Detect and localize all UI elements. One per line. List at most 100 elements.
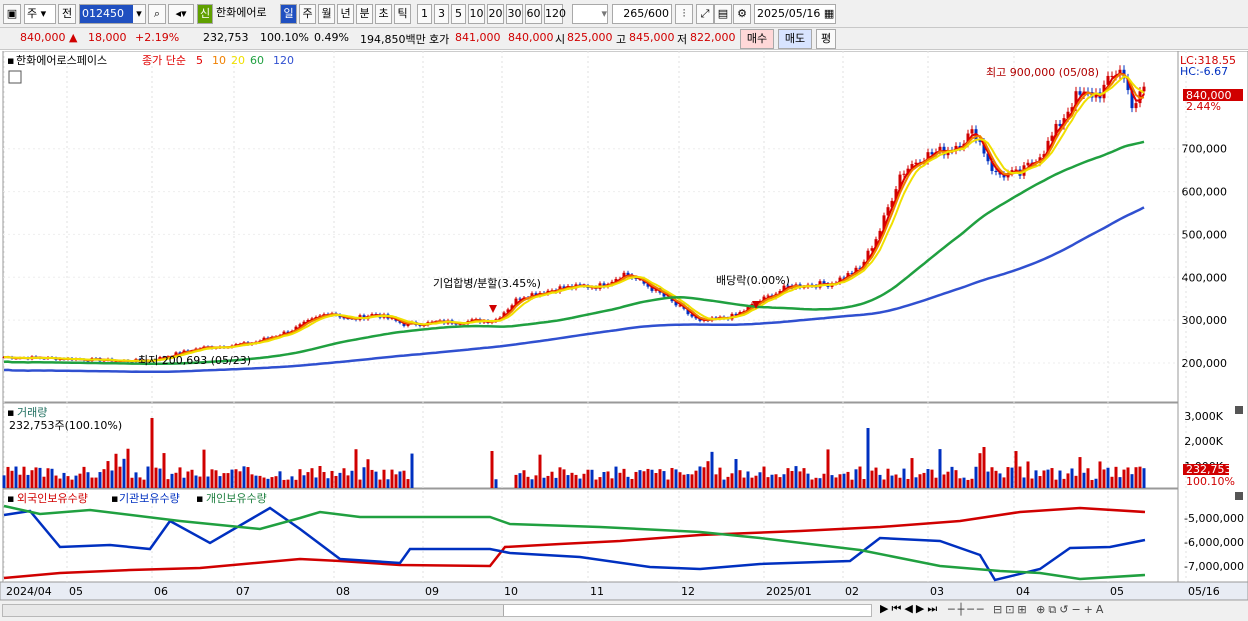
- volume-bar: [786, 468, 790, 488]
- periods-0[interactable]: 일: [280, 4, 297, 24]
- volume-bar: [390, 469, 394, 488]
- periods-6[interactable]: 틱: [394, 4, 411, 24]
- volume-bar: [90, 477, 94, 488]
- volume-bar: [958, 478, 962, 488]
- volume-bar: [914, 477, 918, 488]
- candle-body: [1026, 162, 1030, 166]
- stock-chart[interactable]: 700,000 600,000 500,000 400,000 300,000 200,0…: [0, 51, 1248, 600]
- volume-bar: [1142, 468, 1146, 488]
- volume-bar: [970, 478, 974, 488]
- buy-button[interactable]: 매수: [740, 29, 774, 49]
- minutes-3[interactable]: 10: [468, 4, 485, 24]
- last-icon[interactable]: ⏭: [927, 602, 941, 615]
- candle-body: [766, 295, 770, 297]
- volume-bar: [22, 466, 26, 488]
- eval-button[interactable]: 평: [816, 29, 836, 49]
- next-icon[interactable]: ▶: [915, 602, 928, 615]
- candle-body: [1058, 123, 1062, 126]
- volume-bar: [1010, 467, 1014, 488]
- calendar-icon[interactable]: ▦: [823, 7, 835, 20]
- volume-bar: [582, 473, 586, 488]
- institution-holdings-title: 기관보유수량: [119, 492, 180, 505]
- sell-button[interactable]: 매도: [778, 29, 812, 49]
- play-icon[interactable]: ▶: [880, 602, 892, 615]
- volume-bar: [790, 470, 794, 488]
- scroll-thumb[interactable]: [503, 605, 871, 616]
- periods-5[interactable]: 초: [375, 4, 392, 24]
- candle-body: [514, 298, 518, 306]
- candle-body: [674, 301, 678, 306]
- line-tool-icon[interactable]: ⤢: [696, 4, 714, 24]
- candle-body: [994, 171, 998, 173]
- volume-bar: [646, 468, 650, 488]
- minutes-1[interactable]: 3: [434, 4, 449, 24]
- minus-icon[interactable]: −: [1071, 603, 1084, 616]
- volume-bar: [626, 476, 630, 488]
- volume-bar: [650, 469, 654, 488]
- volume-bar: [378, 479, 382, 488]
- minutes-2[interactable]: 5: [451, 4, 466, 24]
- minutes-0[interactable]: 1: [417, 4, 432, 24]
- save-icon[interactable]: ▤: [714, 4, 732, 24]
- individual-holdings-title: 개인보유수량: [206, 492, 267, 505]
- up-arrow-icon: ▲: [69, 31, 78, 44]
- date-input[interactable]: 2025/05/16 ▦: [754, 4, 836, 24]
- volume-bar: [222, 473, 226, 488]
- minutes-5[interactable]: 30: [506, 4, 523, 24]
- volume-bar: [366, 459, 370, 488]
- candle-body: [650, 286, 654, 291]
- count-input[interactable]: 265/600: [612, 4, 672, 24]
- volume-bar: [146, 466, 150, 488]
- volume-bar: [590, 469, 594, 488]
- volume-bar: [846, 471, 850, 488]
- volume-bar: [618, 472, 622, 488]
- crosshair-icon[interactable]: ⊕: [1036, 603, 1049, 616]
- periods-3[interactable]: 년: [337, 4, 354, 24]
- volume-bar: [34, 467, 38, 488]
- copy-icon[interactable]: ⧉: [1048, 603, 1060, 616]
- volume-bar: [706, 461, 710, 488]
- periods-4[interactable]: 분: [356, 4, 373, 24]
- minutes-4[interactable]: 20: [487, 4, 504, 24]
- zoom-slider-icon[interactable]: ─┼──: [948, 603, 987, 616]
- adjust-button[interactable]: 전: [58, 4, 76, 24]
- sound-icon[interactable]: ◂▾: [168, 4, 194, 24]
- periods-2[interactable]: 월: [318, 4, 335, 24]
- split-icon[interactable]: ⊟⊡⊞: [993, 603, 1030, 616]
- volume-bar: [986, 471, 990, 488]
- foreign-holdings-title: 외국인보유수량: [17, 492, 88, 505]
- volume-bar: [762, 466, 766, 488]
- dropdown-icon[interactable]: ▾: [133, 5, 145, 23]
- candle-type-icon[interactable]: ⫶: [675, 4, 693, 24]
- periods-1[interactable]: 주: [299, 4, 316, 24]
- minute-select[interactable]: ▾: [572, 4, 608, 24]
- nav-buttons[interactable]: ▶⏮◀▶⏭: [880, 602, 940, 616]
- first-icon[interactable]: ⏮: [891, 602, 905, 615]
- volume-bar: [874, 467, 878, 488]
- zoom-tools[interactable]: ─┼── ⊟⊡⊞ ⊕⧉↺−+A: [948, 603, 1106, 617]
- candle-body: [870, 248, 874, 251]
- max-annotation: 최고 900,000 (05/08): [986, 66, 1099, 79]
- volume-bar: [1126, 467, 1130, 488]
- volume-bar: [142, 479, 146, 488]
- minutes-7[interactable]: 120: [544, 4, 566, 24]
- period-select[interactable]: 주 ▾: [24, 4, 56, 24]
- search-icon[interactable]: ⌕: [148, 4, 166, 24]
- volume-bar: [94, 477, 98, 488]
- volume-bar: [26, 474, 30, 488]
- code-input[interactable]: 012450 ▾: [79, 4, 146, 24]
- layout-icon[interactable]: ▣: [3, 4, 21, 24]
- volume-bar: [766, 477, 770, 488]
- horizontal-scrollbar[interactable]: [2, 604, 872, 617]
- refresh-icon[interactable]: ↺: [1059, 603, 1072, 616]
- prev-icon[interactable]: ◀: [904, 602, 916, 615]
- volume-bar: [714, 474, 718, 488]
- plus-icon[interactable]: +: [1083, 603, 1096, 616]
- volume-bar: [934, 477, 938, 488]
- font-icon[interactable]: A: [1095, 603, 1107, 616]
- gear-icon[interactable]: ⚙: [733, 4, 751, 24]
- candle-body: [1002, 174, 1006, 178]
- minutes-6[interactable]: 60: [525, 4, 542, 24]
- volume-bar: [198, 476, 202, 488]
- legend-close-label: 종가 단순: [142, 54, 186, 67]
